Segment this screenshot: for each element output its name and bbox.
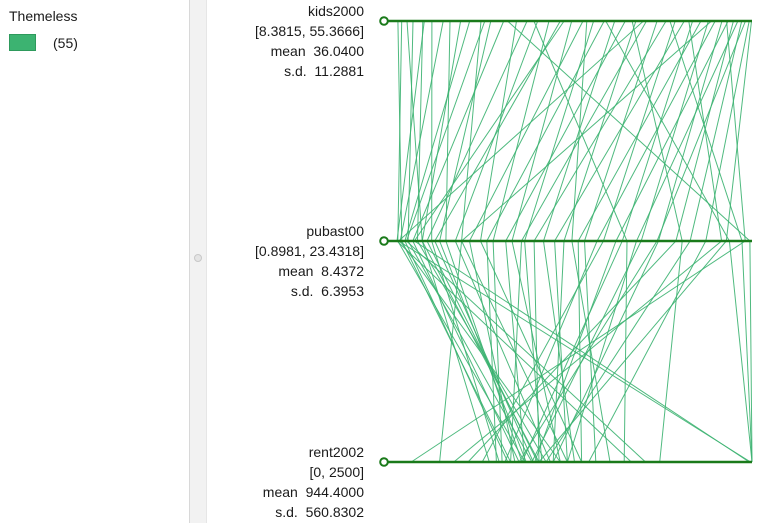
axis-handle-icon[interactable]: [379, 16, 389, 26]
axis-stats: rent2002 [0, 2500] mean 944.4000 s.d. 560.8…: [263, 444, 364, 520]
axis-sd: s.d. 560.8302: [275, 504, 364, 520]
axis-mean: mean 8.4372: [278, 263, 364, 279]
axis-handle-icon[interactable]: [379, 236, 389, 246]
axis-stats: kids2000 [8.3815, 55.3666] mean 36.0400 s.d…: [255, 3, 364, 79]
axis-mean: mean 944.4000: [263, 484, 364, 500]
axis-name: pubast00: [306, 223, 364, 239]
axis-name: rent2002: [309, 444, 364, 460]
axis-range: [0, 2500]: [310, 464, 365, 480]
panel-splitter[interactable]: [189, 0, 207, 523]
axis-range: [8.3815, 55.3666]: [255, 23, 364, 39]
legend-count: (55): [53, 34, 78, 51]
axis-sd: s.d. 6.3953: [291, 283, 364, 299]
axis-handle-icon[interactable]: [379, 457, 389, 467]
legend-title: Themeless: [9, 8, 78, 24]
axis-kids2000[interactable]: kids2000 [8.3815, 55.3666] mean 36.0400 s.d…: [255, 3, 752, 79]
axis-rent2002[interactable]: rent2002 [0, 2500] mean 944.4000 s.d. 560.8…: [263, 444, 752, 520]
axis-mean: mean 36.0400: [271, 43, 365, 59]
axis-pubast00[interactable]: pubast00 [0.8981, 23.4318] mean 8.4372 s.d.…: [255, 223, 752, 299]
axis-name: kids2000: [308, 3, 364, 19]
axis-stats: pubast00 [0.8981, 23.4318] mean 8.4372 s.d.…: [255, 223, 364, 299]
splitter-handle-icon[interactable]: [194, 254, 202, 262]
axis-range: [0.8981, 23.4318]: [255, 243, 364, 259]
axis-sd: s.d. 11.2881: [284, 63, 364, 79]
axes: kids2000 [8.3815, 55.3666] mean 36.0400 s.d…: [255, 3, 752, 520]
legend-item-themeless[interactable]: (55): [9, 34, 78, 51]
legend-swatch[interactable]: [9, 34, 36, 51]
legend-panel: Themeless (55): [0, 0, 189, 523]
